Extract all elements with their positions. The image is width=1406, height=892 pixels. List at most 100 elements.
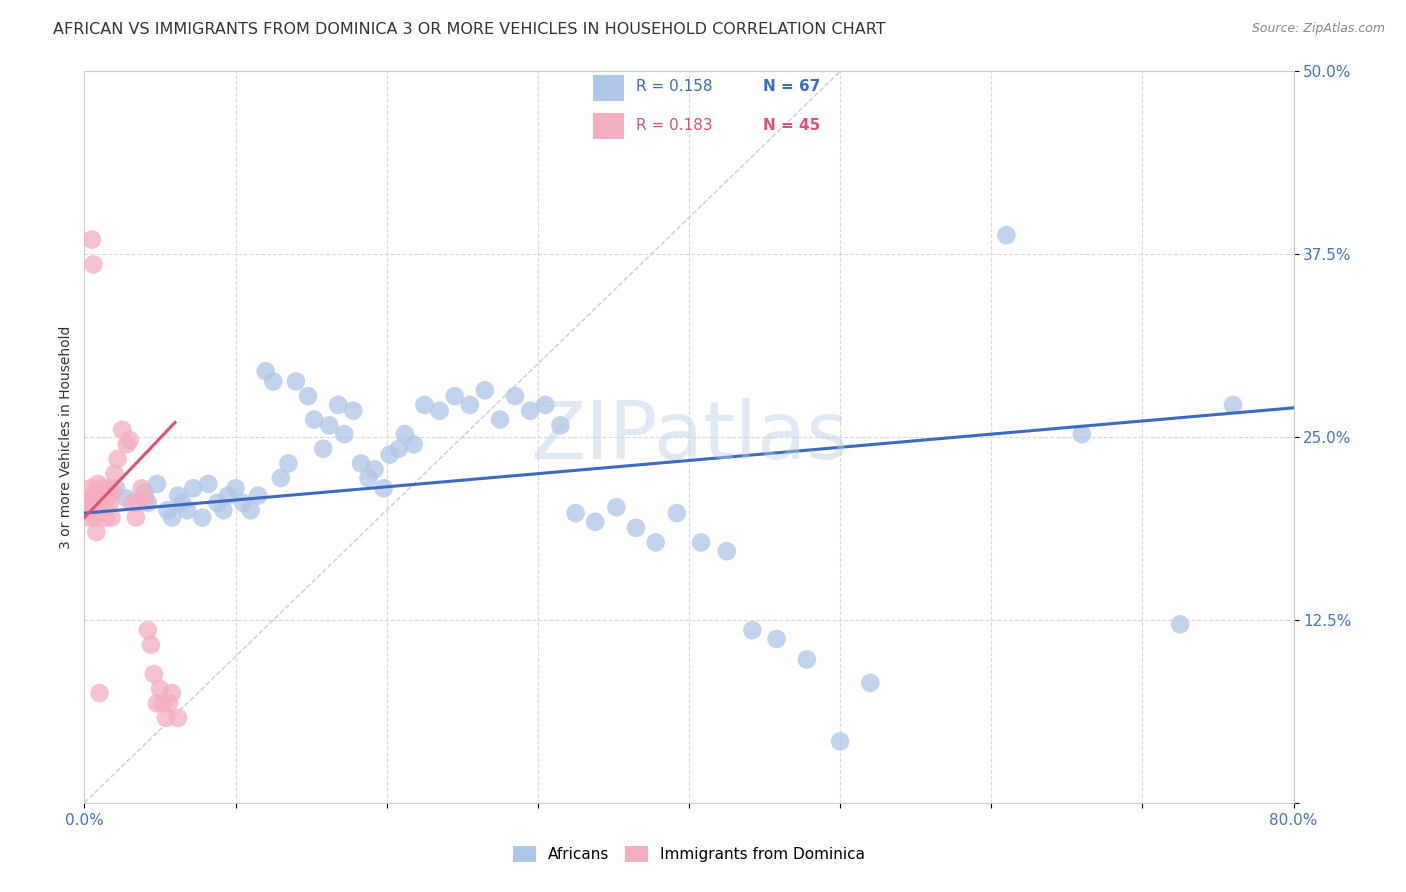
Point: [79, 481, 101, 495]
Point: [357, 471, 380, 485]
Point: [152, 696, 174, 710]
Point: [458, 398, 481, 412]
Point: [519, 403, 541, 417]
Point: [254, 364, 277, 378]
Point: [82, 257, 104, 271]
Point: [394, 427, 416, 442]
Point: [665, 506, 688, 520]
Point: [232, 496, 254, 510]
Point: [328, 398, 350, 412]
Point: [995, 228, 1018, 243]
Point: [550, 418, 572, 433]
Point: [247, 489, 270, 503]
Point: [94, 510, 117, 524]
Point: [318, 418, 340, 433]
Point: [333, 427, 356, 442]
Point: [167, 711, 190, 725]
Point: [149, 681, 172, 696]
Point: [429, 403, 451, 417]
Point: [176, 503, 198, 517]
Text: R = 0.158: R = 0.158: [636, 79, 713, 95]
Point: [302, 412, 325, 426]
Point: [134, 491, 156, 506]
Point: [312, 442, 335, 456]
Point: [121, 496, 143, 510]
Point: [80, 506, 103, 520]
Y-axis label: 3 or more Vehicles in Household: 3 or more Vehicles in Household: [59, 326, 73, 549]
Text: ZIPatlas: ZIPatlas: [530, 398, 848, 476]
Point: [402, 437, 425, 451]
Point: [93, 500, 115, 515]
Point: [134, 485, 156, 500]
Point: [115, 491, 138, 506]
Point: [139, 638, 162, 652]
Point: [98, 496, 121, 510]
Point: [142, 667, 165, 681]
Point: [97, 481, 120, 495]
Point: [277, 457, 299, 471]
Point: [82, 489, 104, 503]
Point: [297, 389, 319, 403]
Point: [128, 496, 150, 510]
Text: Source: ZipAtlas.com: Source: ZipAtlas.com: [1251, 22, 1385, 36]
Point: [413, 398, 436, 412]
Point: [87, 476, 110, 491]
Point: [91, 481, 114, 495]
Point: [87, 496, 110, 510]
Point: [212, 503, 235, 517]
Point: [534, 398, 557, 412]
Text: AFRICAN VS IMMIGRANTS FROM DOMINICA 3 OR MORE VEHICLES IN HOUSEHOLD CORRELATION : AFRICAN VS IMMIGRANTS FROM DOMINICA 3 OR…: [53, 22, 886, 37]
Point: [350, 457, 373, 471]
Point: [859, 676, 882, 690]
Point: [225, 481, 247, 495]
Point: [160, 510, 183, 524]
Point: [157, 696, 180, 710]
Point: [741, 623, 763, 637]
Point: [79, 496, 101, 510]
Point: [583, 515, 606, 529]
Text: N = 67: N = 67: [763, 79, 820, 95]
Point: [167, 489, 190, 503]
Point: [146, 696, 169, 710]
Point: [1168, 617, 1191, 632]
Point: [474, 384, 496, 398]
Point: [217, 489, 239, 503]
Point: [172, 496, 194, 510]
Text: R = 0.183: R = 0.183: [636, 118, 713, 133]
Point: [80, 233, 103, 247]
Point: [830, 734, 852, 748]
Point: [89, 686, 111, 700]
Point: [131, 481, 153, 495]
Point: [765, 632, 787, 646]
Point: [207, 496, 229, 510]
Point: [270, 471, 292, 485]
Point: [100, 510, 122, 524]
Point: [181, 481, 204, 495]
Point: [388, 442, 411, 456]
Point: [690, 535, 713, 549]
Point: [115, 437, 138, 451]
Point: [90, 491, 112, 506]
Point: [605, 500, 627, 515]
Point: [644, 535, 666, 549]
Point: [191, 510, 214, 524]
Point: [77, 510, 100, 524]
Point: [136, 496, 159, 510]
Point: [136, 623, 159, 637]
Point: [373, 481, 395, 495]
Point: [160, 686, 183, 700]
Point: [503, 389, 526, 403]
Point: [125, 510, 148, 524]
Point: [716, 544, 738, 558]
Point: [443, 389, 465, 403]
Point: [378, 448, 401, 462]
FancyBboxPatch shape: [593, 113, 624, 139]
Point: [624, 521, 647, 535]
Point: [76, 496, 98, 510]
Point: [86, 525, 108, 540]
Point: [342, 403, 364, 417]
Point: [105, 481, 128, 495]
Point: [796, 652, 818, 666]
Legend: Africans, Immigrants from Dominica: Africans, Immigrants from Dominica: [508, 840, 870, 868]
Point: [101, 485, 124, 500]
